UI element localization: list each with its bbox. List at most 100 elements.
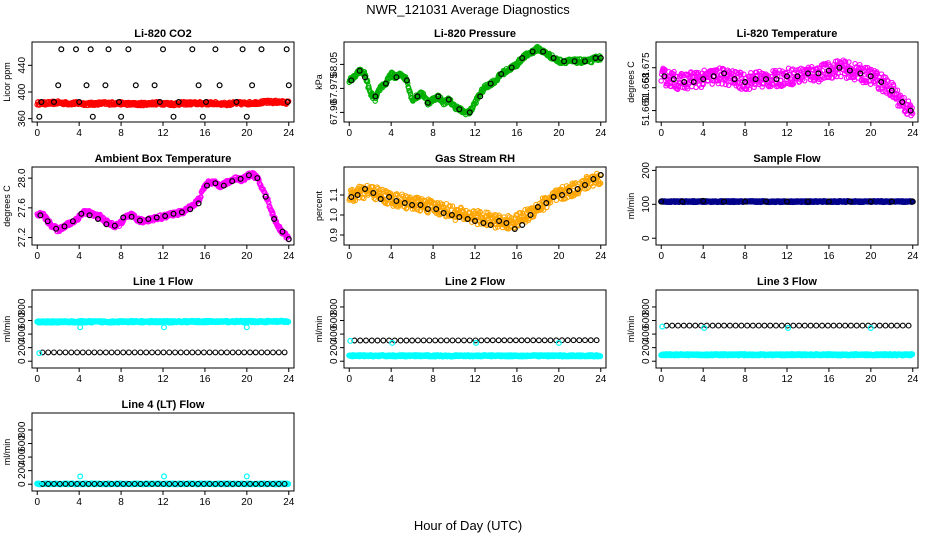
data-point bbox=[842, 59, 849, 65]
data-point bbox=[825, 198, 832, 205]
x-tick-label: 4 bbox=[700, 251, 706, 262]
data-point bbox=[131, 349, 138, 356]
data-point bbox=[781, 80, 788, 87]
data-point bbox=[466, 109, 473, 116]
y-tick-label: 1.0 bbox=[329, 208, 340, 222]
data-point bbox=[762, 76, 769, 83]
data-point bbox=[170, 113, 177, 120]
data-point bbox=[258, 46, 265, 53]
data-point bbox=[212, 180, 219, 187]
panel-title: Li-820 CO2 bbox=[134, 28, 191, 40]
data-point bbox=[867, 73, 874, 80]
data-point bbox=[495, 337, 502, 344]
x-tick-label: 0 bbox=[658, 128, 664, 139]
plot-frame bbox=[31, 41, 295, 123]
data-point bbox=[220, 182, 227, 189]
data-point bbox=[189, 46, 196, 53]
data-point bbox=[776, 67, 783, 74]
y-tick-label: 0 bbox=[17, 358, 28, 364]
data-point bbox=[461, 337, 467, 344]
y-tick-label: 68.05 bbox=[329, 51, 340, 76]
series-0 bbox=[34, 317, 292, 326]
data-point bbox=[594, 175, 601, 182]
x-tick-label: 0 bbox=[34, 374, 40, 385]
data-point bbox=[670, 76, 677, 83]
y-tick-label: 67.90 bbox=[329, 99, 340, 124]
data-point bbox=[161, 324, 168, 331]
data-point bbox=[440, 210, 447, 217]
x-tick-label: 24 bbox=[283, 251, 295, 262]
data-point bbox=[437, 337, 444, 344]
data-point bbox=[846, 198, 853, 205]
data-point bbox=[394, 192, 401, 198]
data-point bbox=[825, 67, 832, 74]
data-point bbox=[74, 349, 81, 356]
data-point bbox=[449, 203, 456, 209]
data-point bbox=[721, 198, 728, 205]
data-point bbox=[195, 82, 202, 89]
x-tick-label: 12 bbox=[469, 374, 481, 385]
data-point bbox=[120, 349, 127, 356]
x-tick-label: 20 bbox=[241, 128, 253, 139]
data-point bbox=[243, 113, 250, 120]
x-tick-label: 24 bbox=[595, 374, 607, 385]
data-point bbox=[86, 212, 93, 219]
x-tick-label: 20 bbox=[553, 251, 565, 262]
data-point bbox=[56, 349, 63, 356]
panel-title: Line 1 Flow bbox=[133, 276, 193, 288]
plot-frame bbox=[655, 166, 919, 246]
data-point bbox=[166, 349, 173, 356]
data-point bbox=[125, 46, 132, 53]
y-tick-label: 51.675 bbox=[641, 52, 652, 83]
y-tick-label: 600 bbox=[329, 312, 340, 329]
data-point bbox=[700, 81, 706, 88]
x-tick-label: 16 bbox=[823, 251, 835, 262]
x-tick-label: 16 bbox=[511, 374, 523, 385]
data-point bbox=[76, 98, 83, 105]
data-point bbox=[700, 197, 707, 204]
y-tick-label: 27.6 bbox=[17, 198, 28, 218]
y-axis-label: percent bbox=[314, 190, 324, 221]
data-point bbox=[426, 337, 433, 344]
data-point bbox=[348, 194, 355, 201]
data-point bbox=[564, 337, 571, 344]
data-point bbox=[283, 46, 290, 53]
y-tick-label: 200 bbox=[17, 339, 28, 356]
data-point bbox=[199, 113, 206, 120]
data-point bbox=[223, 349, 230, 356]
x-tick-label: 16 bbox=[199, 374, 211, 385]
data-point bbox=[709, 81, 715, 87]
data-point bbox=[424, 206, 431, 213]
data-point bbox=[597, 353, 604, 360]
data-point bbox=[531, 211, 537, 218]
data-point bbox=[347, 337, 354, 344]
y-tick-label: 600 bbox=[17, 312, 28, 329]
data-point bbox=[550, 194, 557, 201]
data-point bbox=[884, 77, 890, 83]
x-tick-label: 16 bbox=[199, 251, 211, 262]
data-point bbox=[258, 349, 265, 356]
data-point bbox=[212, 349, 219, 356]
data-point bbox=[285, 236, 292, 243]
data-point bbox=[555, 339, 562, 346]
data-point bbox=[487, 80, 494, 87]
data-point bbox=[94, 216, 101, 223]
y-tick-label: 100 bbox=[641, 196, 652, 213]
x-tick-label: 8 bbox=[742, 128, 748, 139]
data-point bbox=[79, 349, 86, 356]
data-point bbox=[83, 82, 90, 89]
x-tick-label: 4 bbox=[388, 128, 394, 139]
data-point bbox=[888, 198, 895, 205]
data-point bbox=[62, 349, 69, 356]
y-tick-label: 51.660 bbox=[641, 95, 652, 126]
data-point bbox=[39, 349, 46, 356]
data-point bbox=[44, 218, 51, 225]
data-point bbox=[241, 349, 248, 356]
data-point bbox=[195, 200, 202, 207]
data-point bbox=[455, 337, 462, 344]
data-point bbox=[596, 181, 603, 187]
data-point bbox=[443, 337, 450, 344]
data-point bbox=[229, 178, 236, 185]
data-point bbox=[435, 93, 442, 100]
data-point bbox=[447, 203, 453, 210]
